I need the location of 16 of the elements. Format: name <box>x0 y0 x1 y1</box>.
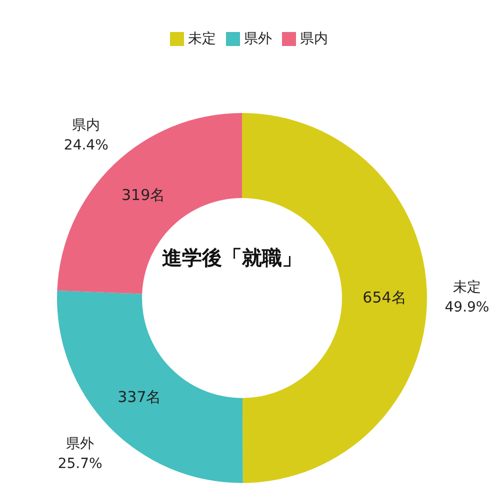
data-label: 337名 <box>118 388 162 406</box>
donut-slice <box>57 290 243 483</box>
data-label: 654名 <box>362 288 406 307</box>
donut-slice <box>57 113 242 294</box>
donut-slice <box>242 113 427 483</box>
legend-label: 県内 <box>300 31 328 47</box>
text: 進学後「就職」 <box>161 244 303 272</box>
legend-label: 県外 <box>244 31 272 47</box>
legend-label: 未定 <box>188 31 216 47</box>
slice-label: 未定 <box>453 279 481 296</box>
text: 49.9% <box>444 299 490 316</box>
text: 24.4% <box>64 138 108 154</box>
text: 25.7% <box>58 456 102 472</box>
data-label: 319名 <box>121 186 166 204</box>
slice-label: 県外 <box>66 436 94 452</box>
slice-label: 県内 <box>72 118 100 134</box>
